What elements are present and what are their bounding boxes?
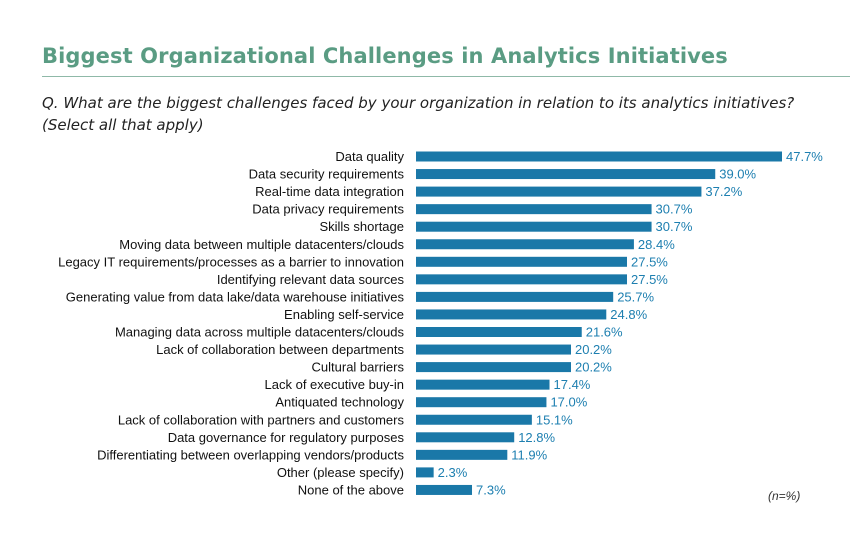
category-label: Skills shortage (319, 219, 404, 234)
category-label: Other (please specify) (277, 465, 404, 480)
category-label: Data privacy requirements (252, 202, 404, 217)
bar (416, 186, 702, 197)
bar (416, 467, 434, 478)
value-label: 20.2% (575, 342, 612, 357)
value-label: 2.3% (438, 465, 468, 480)
bar (416, 379, 550, 390)
title-divider (42, 76, 850, 77)
bar (416, 344, 571, 355)
bar (416, 484, 473, 495)
category-label: Antiquated technology (275, 395, 404, 410)
category-label: Lack of collaboration between department… (156, 342, 404, 357)
bar (416, 432, 515, 443)
value-label: 24.8% (610, 307, 647, 322)
category-label: Managing data across multiple datacenter… (115, 325, 405, 340)
value-label: 30.7% (656, 219, 693, 234)
category-label: Differentiating between overlapping vend… (97, 447, 404, 462)
category-label: Moving data between multiple datacenters… (119, 237, 404, 252)
value-label: 47.7% (786, 149, 823, 164)
category-label: Lack of collaboration with partners and … (118, 412, 405, 427)
category-label: None of the above (298, 482, 404, 497)
category-label: Identifying relevant data sources (217, 272, 405, 287)
category-label: Data governance for regulatory purposes (168, 430, 405, 445)
category-label: Lack of executive buy-in (265, 377, 404, 392)
value-label: 37.2% (705, 184, 742, 199)
value-label: 30.7% (656, 202, 693, 217)
value-label: 21.6% (586, 325, 623, 340)
bar (416, 239, 634, 250)
bar (416, 397, 547, 408)
value-label: 39.0% (719, 167, 756, 182)
bar (416, 414, 532, 425)
value-label: 25.7% (617, 289, 654, 304)
value-label: 11.9% (511, 447, 547, 462)
bar (416, 309, 607, 320)
bar (416, 362, 571, 373)
category-label: Enabling self-service (284, 307, 404, 322)
sample-size-note: (n=%) (768, 489, 801, 503)
value-label: 20.2% (575, 360, 612, 375)
category-label: Real-time data integration (255, 184, 404, 199)
value-label: 17.0% (550, 395, 587, 410)
page-title: Biggest Organizational Challenges in Ana… (42, 44, 728, 68)
bar (416, 169, 716, 180)
category-label: Generating value from data lake/data war… (66, 289, 405, 304)
bar (416, 327, 582, 337)
bar (416, 221, 652, 232)
value-label: 12.8% (518, 430, 555, 445)
question-line-2: (Select all that apply) (42, 116, 204, 134)
bar (416, 256, 628, 267)
question-line-1: Q. What are the biggest challenges faced… (42, 94, 795, 112)
bar (416, 274, 628, 285)
value-label: 7.3% (476, 482, 506, 497)
value-label: 27.5% (631, 272, 668, 287)
category-label: Legacy IT requirements/processes as a ba… (58, 254, 404, 269)
value-label: 17.4% (554, 377, 591, 392)
bar (416, 204, 652, 215)
survey-question: Q. What are the biggest challenges faced… (42, 92, 842, 136)
bar (416, 449, 508, 460)
category-label: Data quality (335, 149, 404, 164)
value-label: 28.4% (638, 237, 675, 252)
value-label: 15.1% (536, 412, 573, 427)
bar (416, 291, 614, 302)
bar (416, 151, 782, 162)
category-label: Data security requirements (249, 167, 405, 182)
category-label: Cultural barriers (312, 360, 405, 375)
value-label: 27.5% (631, 254, 668, 269)
